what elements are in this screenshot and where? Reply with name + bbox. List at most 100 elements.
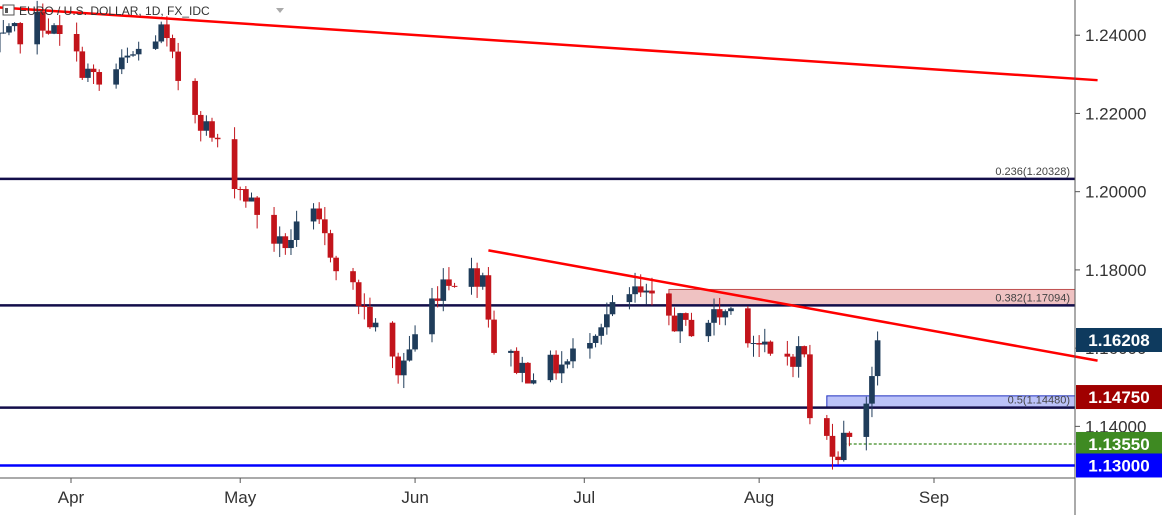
candle-down: [649, 290, 655, 294]
candle-up: [248, 197, 255, 202]
candle-up: [203, 121, 210, 131]
candle-up: [310, 208, 317, 222]
candle-up: [406, 349, 413, 361]
price-axis-label: 1.18000: [1085, 261, 1146, 280]
candle-down: [214, 137, 221, 140]
candle-up: [0, 32, 7, 34]
price-tag-label: 1.13000: [1088, 456, 1149, 475]
candle-up: [519, 362, 526, 373]
time-axis-label: Jul: [573, 488, 595, 507]
candle-up: [113, 69, 119, 85]
candle-down: [90, 68, 97, 73]
candle-down: [197, 114, 204, 131]
fib-level-label: 0.5(1.14480): [1008, 395, 1070, 407]
candle-up: [530, 380, 537, 384]
candle-down: [367, 306, 373, 328]
candle-down: [446, 279, 452, 286]
candle-up: [130, 54, 136, 56]
candle-up: [558, 364, 565, 374]
chevron-down-icon[interactable]: [276, 8, 284, 13]
time-axis[interactable]: Apr May Jun Jul Aug Sep: [58, 478, 949, 507]
candle-down: [637, 286, 644, 293]
candle-down: [671, 315, 678, 332]
price-tag: [1076, 453, 1162, 478]
price-axis-label: 1.22000: [1085, 104, 1146, 123]
candle-up: [869, 376, 875, 404]
trendline: [0, 6, 1098, 82]
candle-up: [152, 41, 159, 49]
candle-down: [254, 197, 260, 215]
candle-up: [643, 290, 650, 293]
price-axis[interactable]: 1.240001.220001.200001.180001.160001.140…: [1075, 26, 1146, 436]
candle-up: [609, 302, 616, 315]
candle-up: [412, 334, 418, 350]
candle-down: [835, 456, 841, 461]
candle-up: [0, 32, 1, 53]
candle-up: [750, 343, 757, 345]
fib-level-label: 0.236(1.20328): [995, 166, 1070, 178]
candle-up: [479, 275, 486, 287]
candle-up: [288, 239, 294, 249]
candle-up: [440, 279, 447, 301]
candle-up: [632, 286, 638, 295]
candle-down: [513, 350, 520, 373]
trendlines-layer: [0, 6, 1098, 362]
candle-down: [243, 189, 249, 202]
candle-down: [682, 313, 689, 320]
candle-down: [192, 80, 198, 115]
candle-down: [801, 346, 808, 355]
candle-down: [79, 51, 86, 78]
candle-up: [400, 360, 407, 376]
candle-down: [745, 308, 751, 344]
chart-header[interactable]: EURO / U.S. DOLLAR, 1D, FX_IDC: [2, 4, 284, 18]
time-axis-label: Aug: [744, 488, 774, 507]
candle-up: [795, 346, 802, 367]
candle-down: [807, 354, 813, 419]
candle-down: [688, 319, 695, 337]
candle-down: [829, 435, 836, 457]
candle-down: [491, 319, 497, 353]
candle-down: [350, 271, 356, 283]
candle-up: [508, 350, 514, 353]
candle-up: [429, 298, 435, 335]
time-axis-label: May: [224, 488, 257, 507]
candle-down: [231, 139, 238, 190]
candle-down: [333, 257, 339, 272]
candle-down: [39, 11, 46, 31]
symbol-square-icon-bar: [5, 8, 8, 13]
candle-down: [767, 341, 774, 354]
candle-up: [840, 432, 847, 461]
fib-level-label: 0.382(1.17094): [995, 292, 1070, 304]
price-tag-label: 1.13550: [1088, 435, 1149, 454]
time-axis-label: Sep: [919, 488, 949, 507]
price-tags-layer: 1.16208 1.14750 1.13550 1.13000: [1076, 327, 1162, 478]
price-tag: [1076, 431, 1162, 456]
candle-down: [282, 236, 289, 249]
candle-up: [564, 361, 571, 365]
candle-up: [604, 314, 610, 328]
candle-down: [209, 121, 215, 138]
level-labels-layer: 0.236(1.20328) 0.382(1.17094) 0.5(1.14480): [995, 166, 1070, 407]
time-axis-label: Jun: [401, 488, 428, 507]
candle-down: [17, 23, 24, 45]
candle-up: [118, 57, 125, 70]
candle-down: [395, 356, 401, 376]
candle-up: [51, 25, 57, 34]
candle-down: [271, 214, 277, 244]
candle-up: [863, 403, 870, 437]
candle-down: [321, 219, 328, 234]
candle-down: [451, 285, 458, 287]
price-tag-label: 1.16208: [1088, 331, 1149, 350]
candle-down: [56, 25, 63, 35]
candle-up: [874, 340, 881, 377]
candle-down: [756, 343, 762, 345]
candle-down: [485, 275, 492, 320]
candle-up: [570, 348, 576, 362]
candle-down: [164, 24, 170, 39]
candle-down: [823, 418, 830, 436]
candle-down: [784, 353, 791, 357]
candle-up: [587, 342, 593, 349]
price-axis-label: 1.14000: [1085, 417, 1146, 436]
